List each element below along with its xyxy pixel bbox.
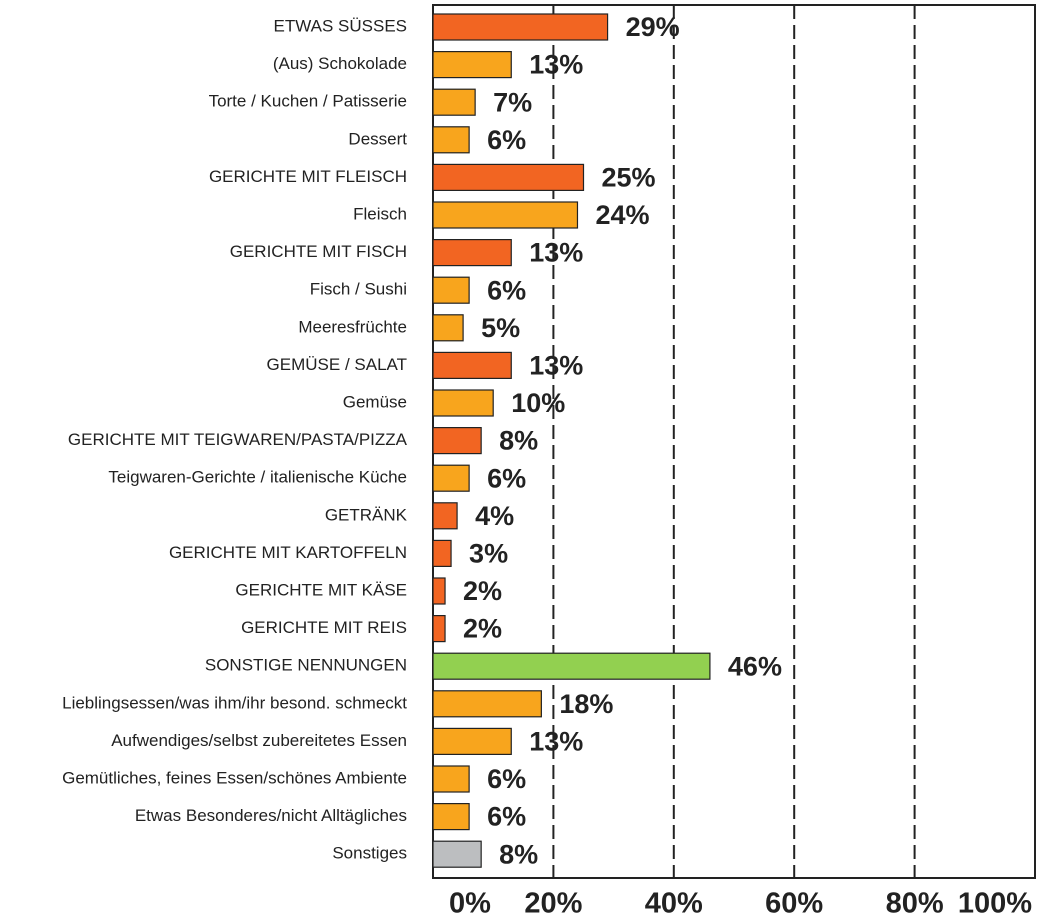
y-tick-label: Aufwendiges/selbst zubereitetes Essen — [111, 731, 407, 750]
value-label: 6% — [487, 764, 526, 794]
y-tick-label: GERICHTE MIT KÄSE — [235, 580, 407, 599]
y-tick-label: Gemütliches, feines Essen/schönes Ambien… — [62, 768, 407, 787]
x-tick-label: 60% — [765, 888, 823, 920]
bar — [432, 351, 512, 379]
value-label: 6% — [487, 463, 526, 493]
y-tick-label: GERICHTE MIT REIS — [241, 618, 407, 637]
value-label: 24% — [595, 200, 649, 230]
y-tick-label: GERICHTE MIT KARTOFFELN — [169, 543, 407, 562]
value-label: 8% — [499, 839, 538, 869]
value-label: 6% — [487, 275, 526, 305]
bar — [432, 727, 512, 756]
value-label: 7% — [493, 87, 532, 117]
bar — [432, 614, 446, 643]
value-label: 29% — [626, 12, 680, 42]
y-tick-label: Teigwaren-Gerichte / italienische Küche — [108, 468, 407, 487]
bar — [432, 840, 482, 868]
y-tick-label: SONSTIGE NENNUNGEN — [205, 656, 407, 675]
value-label: 2% — [463, 614, 502, 644]
value-label: 13% — [529, 351, 583, 381]
bar — [432, 427, 482, 455]
y-tick-label: Gemüse — [343, 392, 407, 411]
x-tick-label: 20% — [524, 888, 582, 920]
x-tick-label: 80% — [886, 888, 944, 920]
value-label: 6% — [487, 125, 526, 155]
bar — [432, 88, 476, 116]
bar — [432, 276, 470, 304]
value-label: 13% — [529, 238, 583, 268]
y-tick-label: Etwas Besonderes/nicht Alltägliches — [135, 806, 407, 825]
bar — [432, 239, 512, 267]
bar — [432, 577, 446, 605]
y-tick-label: Sonstiges — [332, 844, 407, 863]
bar — [432, 201, 579, 229]
bar — [432, 50, 512, 79]
value-label: 8% — [499, 426, 538, 456]
value-label: 3% — [469, 539, 508, 569]
value-label: 4% — [475, 501, 514, 531]
y-tick-label: Torte / Kuchen / Patisserie — [209, 92, 407, 111]
value-label: 6% — [487, 802, 526, 832]
value-label: 13% — [529, 727, 583, 757]
bar — [432, 163, 585, 191]
bar — [432, 502, 458, 530]
y-tick-label: Lieblingsessen/was ihm/ihr besond. schme… — [62, 693, 407, 712]
y-tick-label: GERICHTE MIT TEIGWAREN/PASTA/PIZZA — [68, 430, 408, 449]
y-tick-label: ETWAS SÜSSES — [273, 16, 407, 35]
bar — [432, 690, 542, 718]
x-tick-label: 0% — [449, 888, 491, 920]
y-tick-label: (Aus) Schokolade — [273, 54, 407, 73]
bar — [432, 126, 470, 154]
bar — [432, 464, 470, 492]
bar — [432, 652, 711, 680]
bar — [432, 802, 470, 831]
y-tick-label: Dessert — [348, 129, 407, 148]
value-label: 5% — [481, 313, 520, 343]
x-tick-label: 40% — [645, 888, 703, 920]
bar — [432, 389, 494, 417]
y-tick-label: GERICHTE MIT FISCH — [230, 242, 407, 261]
bar — [432, 765, 470, 793]
value-label: 46% — [728, 651, 782, 681]
x-tick-label: 100% — [958, 888, 1032, 920]
value-label: 10% — [511, 388, 565, 418]
y-tick-label: GERICHTE MIT FLEISCH — [209, 167, 407, 186]
value-label: 2% — [463, 576, 502, 606]
value-label: 25% — [602, 163, 656, 193]
bar — [432, 13, 609, 41]
value-label: 13% — [529, 50, 583, 80]
value-label: 18% — [559, 689, 613, 719]
y-tick-label: Fleisch — [353, 204, 407, 223]
bar — [432, 539, 452, 568]
y-tick-label: GETRÄNK — [325, 505, 408, 524]
bar — [432, 314, 464, 342]
y-tick-label: Fisch / Sushi — [310, 280, 407, 299]
y-tick-label: GEMÜSE / SALAT — [267, 355, 407, 374]
y-tick-label: Meeresfrüchte — [298, 317, 407, 336]
